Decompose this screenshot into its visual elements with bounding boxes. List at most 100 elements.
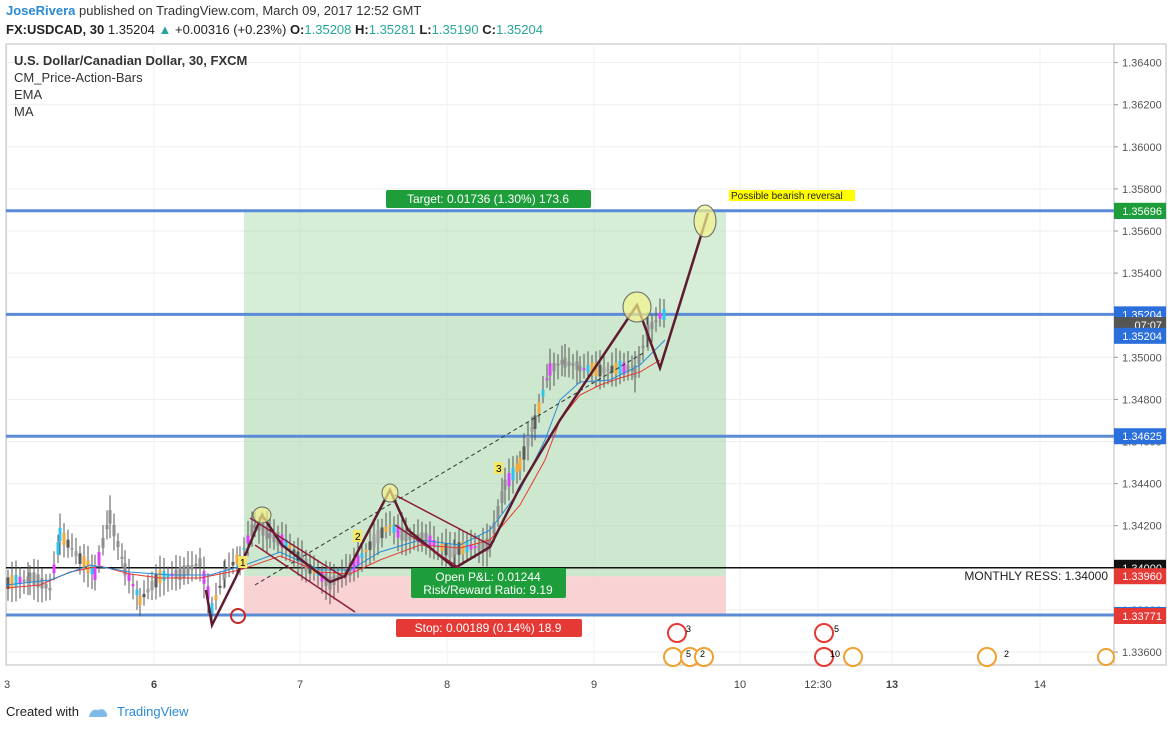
candle-body [127,573,131,582]
candle-body [70,547,74,550]
candle-body [582,368,586,371]
candle-body [404,530,408,541]
price-label: 1.35696 [1122,206,1162,218]
candle-body [138,595,142,606]
author-link[interactable]: JoseRivera [6,3,76,18]
candle-body [112,525,116,537]
candle-body [481,539,485,553]
target-label-box [386,190,591,208]
price-tick-label: 1.34800 [1122,394,1162,406]
candle-body [533,415,537,429]
bearish-note-box [729,190,855,201]
candle-body [250,524,254,537]
channel-line-bottom [254,544,356,613]
candle-body [178,567,182,581]
price-label: 1.33960 [1122,571,1162,583]
candle-body [22,579,26,582]
stop-marker [230,608,246,624]
candle-body [14,574,18,587]
candle-body [518,457,522,471]
candle-body [312,569,316,574]
event-icons: 3 5 5 2 10 2 [663,623,1115,667]
tradingview-logo-icon [88,708,108,717]
candle-body [284,538,288,549]
candle-body [396,525,400,538]
candle-body [646,324,650,337]
time-axis: 3 6 7 8 9 10 12:30 13 14 [4,679,1046,691]
candle-body [575,360,579,370]
candle-body [496,506,500,520]
price-tick-label: 1.33600 [1122,647,1162,659]
candle-body [44,583,48,589]
price-label-box [1114,202,1166,219]
candle-body [602,366,606,374]
legend-item-ma[interactable]: MA [14,104,34,119]
marker-circle-target [693,204,717,238]
candle-body [123,563,127,576]
wave-label-1-box [238,556,247,568]
legend-item-ema[interactable]: EMA [14,87,43,102]
publish-line: JoseRivera published on TradingView.com,… [6,3,421,18]
candle-body [360,553,364,559]
candle-body [304,558,308,572]
time-tick-label: 3 [4,679,10,691]
candle-body [541,389,545,397]
chart-legend: U.S. Dollar/Canadian Dollar, 30, FXCM CM… [14,52,247,120]
price-axis-border [1113,43,1167,666]
candle-body [280,534,284,548]
candle-body [174,569,178,580]
event-count: 2 [700,649,705,659]
candle-body [154,574,158,588]
time-tick-label: 14 [1034,679,1046,691]
created-with-text: Created with [6,704,79,719]
candle-body [453,545,457,555]
candle-body [206,586,210,600]
candle-body [522,446,526,460]
price-label: 1.34625 [1122,431,1162,443]
time-tick-label: 7 [297,679,303,691]
candle-body [432,540,436,547]
candle-body [368,541,372,550]
close-label: C: [482,22,496,37]
tradingview-link[interactable]: TradingView [116,704,189,719]
candle-body [448,544,452,558]
candle-body [78,553,82,564]
bearish-note: Possible bearish reversal [731,191,843,202]
candle-body [158,570,162,584]
wave-label-1: 1 [240,558,246,569]
candle-body [58,527,62,542]
candle-body [146,588,150,593]
candle-body [268,533,272,538]
candle-body [93,567,97,581]
flag-us-icon [843,647,863,667]
candle-body [511,467,515,481]
published-text: published on TradingView.com, March 09, … [79,3,422,18]
candle-body [86,560,90,573]
candle-body [618,360,622,375]
target-zone [244,210,726,315]
stop-label: Stop: 0.00189 (0.14%) 18.9 [415,621,562,635]
wave-projection [254,351,646,586]
candle-body [388,525,392,528]
wave-label-2-box [353,530,362,542]
legend-item-price-action[interactable]: CM_Price-Action-Bars [14,70,143,85]
candle-body [526,436,530,447]
candle-body [556,363,560,366]
candle-body [376,529,380,544]
price-chart[interactable]: 1 2 3 Target: 0.01736 (1.30%) 173.6 Open… [0,0,1172,700]
candle-body [26,576,30,583]
flag-us-icon [694,647,714,667]
candle-body [227,566,231,571]
candle-body [182,565,186,579]
candle-body [10,575,14,589]
price-tick-label: 1.35000 [1122,352,1162,364]
candle-body [6,577,10,589]
candle-body [214,595,218,601]
candle-body [654,320,658,323]
candle-body [265,525,269,540]
candle-body [210,603,214,614]
candle-body [352,558,356,572]
flag-ca-icon [667,623,687,643]
event-count: 3 [686,624,691,634]
price-tick-label: 1.35600 [1122,226,1162,238]
